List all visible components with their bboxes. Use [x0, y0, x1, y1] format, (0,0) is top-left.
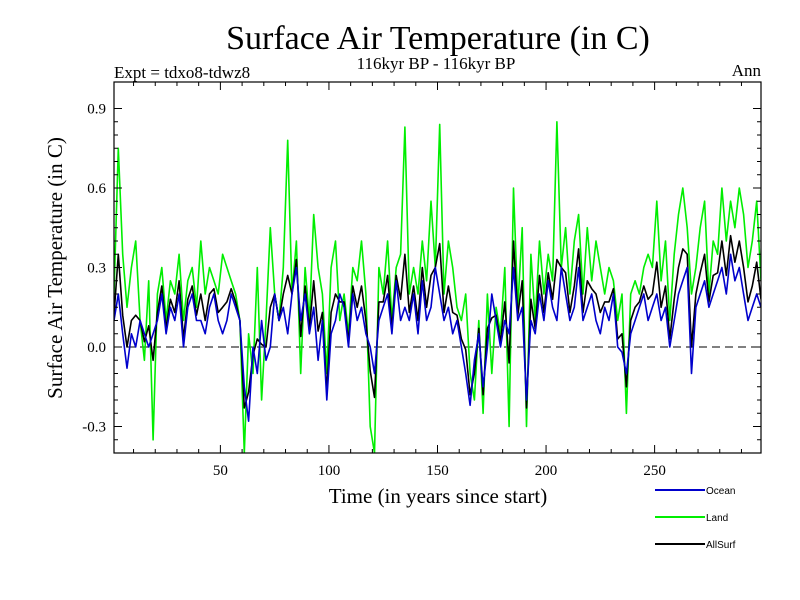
y-tick-label: 0.9: [87, 102, 106, 118]
series-line-land: [114, 121, 761, 453]
x-tick-label: 250: [643, 463, 666, 479]
legend-label-allsurf: AllSurf: [706, 540, 736, 551]
x-tick-label: 50: [213, 463, 228, 479]
y-tick-label: -0.3: [82, 420, 106, 436]
y-tick-label: 0.0: [87, 340, 106, 356]
legend-label-land: Land: [706, 513, 728, 524]
series-line-ocean: [114, 253, 761, 423]
season-label: Ann: [732, 61, 762, 80]
x-tick-label: 150: [426, 463, 449, 479]
series-line-allsurf: [114, 234, 761, 409]
chart-title: Surface Air Temperature (in C): [226, 20, 650, 57]
y-tick-label: 0.3: [87, 261, 106, 277]
chart-subtitle: 116kyr BP - 116kyr BP: [357, 54, 516, 73]
x-tick-label: 200: [535, 463, 558, 479]
x-tick-label: 100: [318, 463, 341, 479]
y-tick-label: 0.6: [87, 181, 106, 197]
x-axis-label: Time (in years since start): [329, 484, 548, 508]
plot-frame: [113, 81, 762, 454]
experiment-label: Expt = tdxo8-tdwz8: [114, 63, 250, 82]
y-axis-label: Surface Air Temperature (in C): [43, 137, 67, 399]
legend-label-ocean: Ocean: [706, 486, 735, 497]
